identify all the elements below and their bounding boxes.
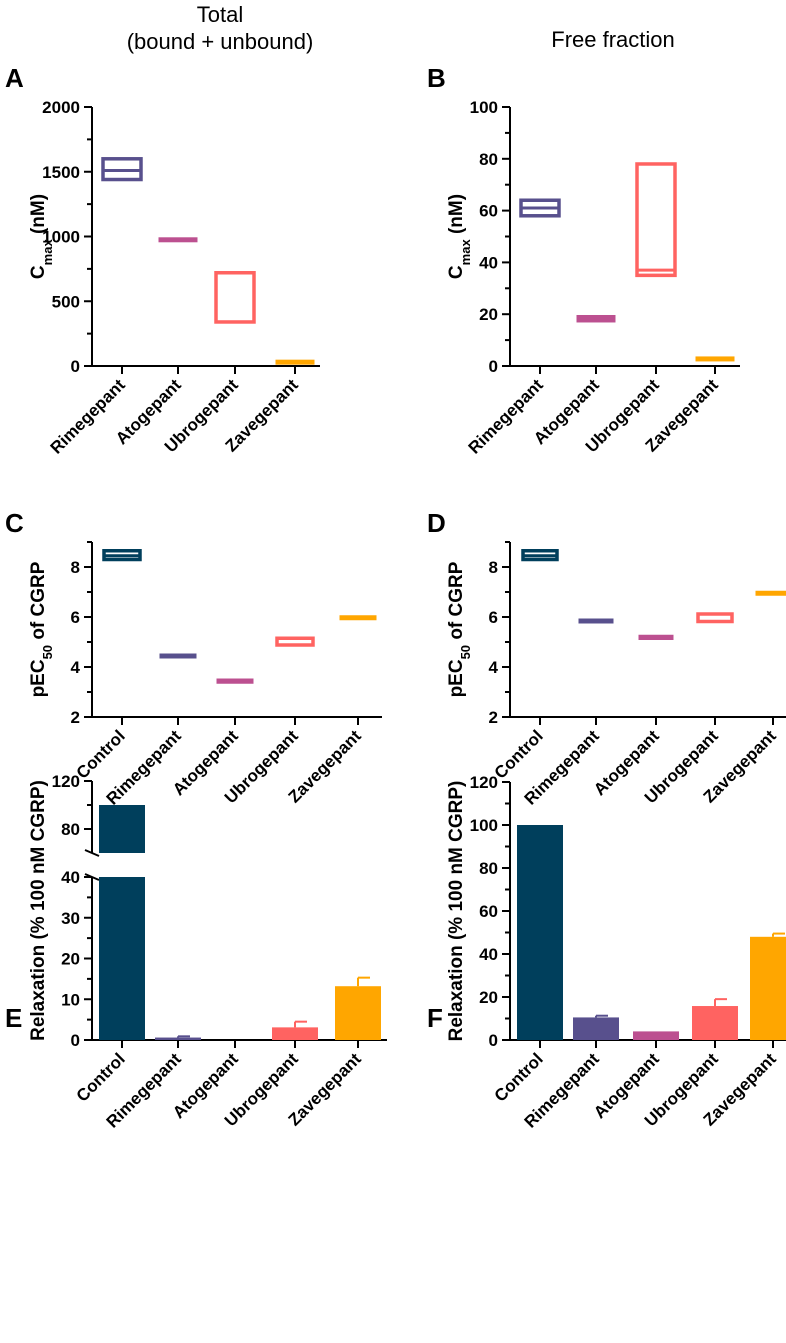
y-tick-label: 6 [489,608,498,627]
y-tick-label: 80 [479,859,498,878]
y-tick-label: 20 [61,950,80,969]
panel-label-a: A [5,63,24,93]
y-tick-label: 40 [479,945,498,964]
panel-f: F Relaxation (% 100 nM CGRP) 0 20 40 60 80 100 1… [427,773,786,1132]
category-label-rimegepant: Rimegepant [47,375,129,457]
y-tick-label: 2 [489,708,498,727]
range-bar-atogepant [158,237,198,243]
bar-zavegepant [750,936,786,1040]
bar-ubrogepant [272,1027,318,1040]
y-axis-label-f: Relaxation (% 100 nM CGRP) [446,781,467,1042]
category-label-control: Control [73,1049,129,1105]
y-axis-label-d: pEC50 of CGRP [446,561,473,697]
y-tick-label: 0 [489,1031,498,1050]
panel-label-f: F [427,1003,443,1033]
bar-ubrogepant [692,1006,738,1040]
panel-e: E Relaxation (% 100 nM CGRP) 0 10 20 30 40 80 12… [5,772,387,1132]
bar-atogepant [633,1031,679,1040]
y-tick-label: 30 [61,909,80,928]
bar-lower-control [99,877,145,1040]
range-bar-rimegepant [578,618,614,624]
category-label-rimegepant: Rimegepant [465,375,547,457]
y-tick-label: 40 [61,868,80,887]
y-tick-label: 0 [71,1031,80,1050]
y-tick-label: 60 [479,902,498,921]
y-axis-label-e: Relaxation (% 100 nM CGRP) [28,780,49,1041]
category-label-control: Control [491,726,547,782]
y-tick-label: 1000 [42,228,80,247]
y-tick-label: 60 [479,202,498,221]
y-tick-label: 8 [71,558,80,577]
y-axis-label-b: Cmax (nM) [446,194,473,279]
range-box-ubrogepant [214,271,256,324]
range-box-ubrogepant [696,612,734,624]
y-tick-label: 100 [470,98,498,117]
y-tick-label: 80 [479,150,498,169]
y-axis-label-a: Cmax (nM) [28,194,55,279]
y-tick-label: 20 [479,305,498,324]
panel-label-e: E [5,1003,22,1033]
y-tick-label: 0 [71,357,80,376]
range-bar-zavegepant [755,590,786,596]
category-label-control: Control [491,1049,547,1105]
column-title-total-line2: (bound + unbound) [127,29,314,54]
y-tick-label: 100 [470,816,498,835]
y-tick-label: 80 [61,820,80,839]
y-tick-label: 2 [71,708,80,727]
range-bar-rimegepant [159,653,197,659]
bar-control [517,825,563,1040]
y-tick-label: 0 [489,357,498,376]
panel-label-c: C [5,508,24,538]
y-axis-label-c: pEC50 of CGRP [28,561,55,697]
range-bar-zavegepant [695,356,735,362]
y-tick-label: 1500 [42,163,80,182]
y-tick-label: 6 [71,608,80,627]
panel-label-b: B [427,63,446,93]
range-bar-atogepant [576,314,616,323]
bar-zavegepant [335,986,381,1040]
y-tick-label: 10 [61,990,80,1009]
range-bar-zavegepant [339,615,377,621]
bar-rimegepant [573,1017,619,1040]
y-tick-label: 2000 [42,98,80,117]
y-tick-label: 4 [489,658,499,677]
y-tick-label: 8 [489,558,498,577]
bar-rimegepant [155,1037,201,1040]
column-title-free: Free fraction [551,27,675,52]
y-tick-label: 20 [479,988,498,1007]
panel-label-d: D [427,508,446,538]
range-box-ubrogepant [635,162,677,278]
y-tick-label: 120 [52,772,80,791]
y-tick-label: 120 [470,773,498,792]
column-title-total-line1: Total [197,2,243,27]
range-bar-zavegepant [275,359,315,365]
category-label-control: Control [73,726,129,782]
range-box-ubrogepant [275,636,315,647]
y-tick-label: 40 [479,253,498,272]
bar-upper-control [99,805,145,853]
range-bar-atogepant [216,678,254,684]
y-tick-label: 500 [52,292,80,311]
range-bar-atogepant [638,634,674,640]
y-tick-label: 4 [71,658,81,677]
axis-break-mark [84,849,100,857]
